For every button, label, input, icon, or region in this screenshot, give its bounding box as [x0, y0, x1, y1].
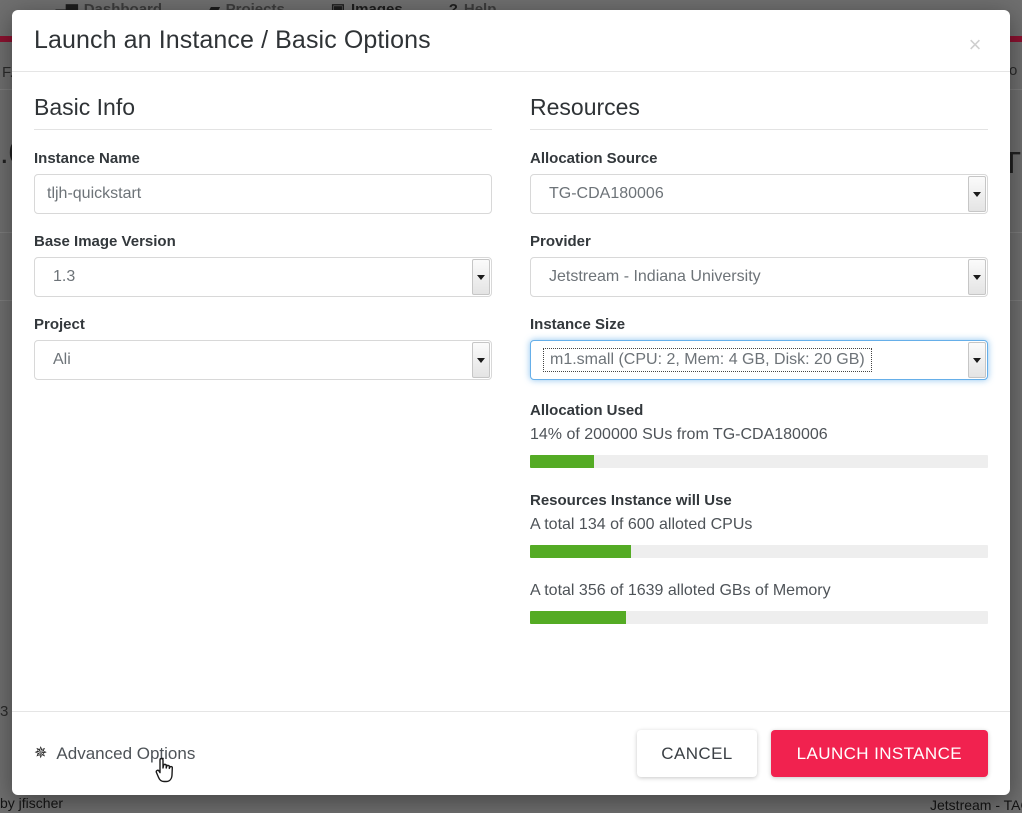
select-value-text: m1.small (CPU: 2, Mem: 4 GB, Disk: 20 GB… — [543, 348, 872, 372]
provider-label: Provider — [530, 233, 591, 250]
allocation-source-label: Allocation Source — [530, 150, 658, 167]
modal-body: Basic Info Instance Name Base Image Vers… — [12, 72, 1010, 711]
resources-column: Resources Allocation Source TG-CDA180006… — [530, 94, 988, 711]
instance-will-use-label: Resources Instance will Use — [530, 492, 732, 509]
memory-usage-meter — [530, 611, 988, 624]
basic-info-column: Basic Info Instance Name Base Image Vers… — [34, 94, 492, 711]
close-icon[interactable]: × — [964, 34, 986, 56]
section-heading-resources: Resources — [530, 94, 988, 130]
instance-name-input[interactable] — [34, 174, 492, 214]
field-allocation-source: Allocation Source TG-CDA180006 — [530, 150, 988, 214]
footer-actions: CANCEL LAUNCH INSTANCE — [637, 730, 988, 777]
base-image-version-label: Base Image Version — [34, 233, 176, 250]
instance-size-select-value[interactable]: m1.small (CPU: 2, Mem: 4 GB, Disk: 20 GB… — [530, 340, 988, 380]
cpu-usage-meter — [530, 545, 988, 558]
cpu-usage-meter-fill — [530, 545, 631, 558]
project-label: Project — [34, 316, 85, 333]
advanced-options-button[interactable]: ✵ Advanced Options — [34, 744, 195, 764]
base-image-version-select[interactable]: 1.3 — [34, 257, 492, 297]
field-base-image-version: Base Image Version 1.3 — [34, 233, 492, 297]
select-value-text: Jetstream - Indiana University — [549, 268, 761, 285]
instance-size-select[interactable]: m1.small (CPU: 2, Mem: 4 GB, Disk: 20 GB… — [530, 340, 988, 380]
provider-select-value[interactable]: Jetstream - Indiana University — [530, 257, 988, 297]
project-select[interactable]: Ali — [34, 340, 492, 380]
background-accent-line-left — [0, 36, 14, 42]
advanced-options-label: Advanced Options — [56, 743, 196, 763]
field-project: Project Ali — [34, 316, 492, 380]
base-image-version-select-value[interactable]: 1.3 — [34, 257, 492, 297]
allocation-source-select[interactable]: TG-CDA180006 — [530, 174, 988, 214]
section-heading-basic-info: Basic Info — [34, 94, 492, 130]
allocation-used-text: 14% of 200000 SUs from TG-CDA180006 — [530, 426, 828, 443]
provider-select[interactable]: Jetstream - Indiana University — [530, 257, 988, 297]
modal-footer: ✵ Advanced Options CANCEL LAUNCH INSTANC… — [12, 711, 1010, 795]
allocation-used-label: Allocation Used — [530, 402, 644, 419]
project-select-value[interactable]: Ali — [34, 340, 492, 380]
allocation-used-meter-fill — [530, 455, 595, 468]
select-value-text: TG-CDA180006 — [549, 185, 664, 202]
launch-instance-button[interactable]: LAUNCH INSTANCE — [770, 730, 988, 777]
allocation-source-select-value[interactable]: TG-CDA180006 — [530, 174, 988, 214]
page-title: Launch an Instance / Basic Options — [34, 26, 431, 54]
field-instance-size: Instance Size m1.small (CPU: 2, Mem: 4 G… — [530, 316, 988, 380]
launch-instance-modal: Launch an Instance / Basic Options × Bas… — [12, 10, 1010, 795]
gear-icon: ✵ — [34, 744, 48, 762]
field-provider: Provider Jetstream - Indiana University — [530, 233, 988, 297]
memory-usage-meter-fill — [530, 611, 627, 624]
modal-header: Launch an Instance / Basic Options × — [12, 10, 1010, 72]
select-value-text: 1.3 — [53, 268, 76, 285]
select-value-text: Ali — [53, 351, 71, 368]
background-provider-label: Jetstream - TACC — [930, 797, 1022, 813]
cancel-button[interactable]: CANCEL — [637, 730, 757, 777]
field-instance-name: Instance Name — [34, 150, 492, 214]
memory-usage-text: A total 356 of 1639 alloted GBs of Memor… — [530, 582, 831, 599]
question-circle-icon: ? — [448, 0, 458, 18]
background-filter-label: F. — [2, 64, 14, 81]
background-author-label: by jfischer — [0, 795, 64, 811]
folder-icon: ▰ — [208, 0, 220, 18]
instance-size-label: Instance Size — [530, 316, 626, 333]
allocation-used-meter — [530, 455, 988, 468]
cpu-usage-text: A total 134 of 600 alloted CPUs — [530, 516, 753, 533]
instance-name-label: Instance Name — [34, 150, 140, 167]
